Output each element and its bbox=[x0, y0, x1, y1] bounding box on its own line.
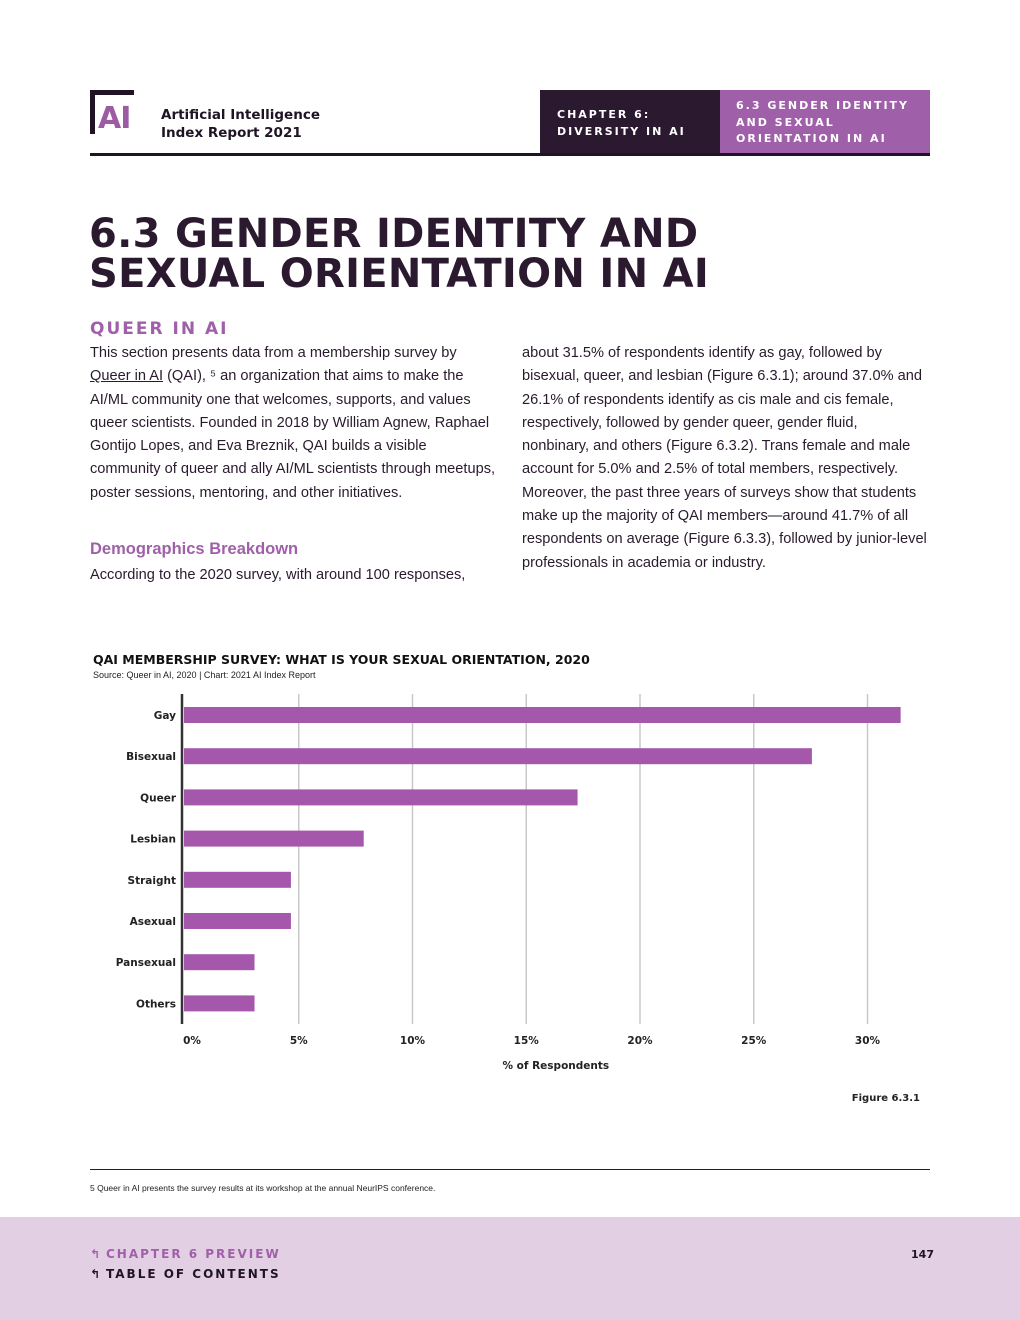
report-title: Artificial Intelligence Index Report 202… bbox=[161, 106, 361, 142]
chapter-tab-line1: CHAPTER 6: bbox=[557, 108, 651, 121]
queer-in-ai-heading: QUEER IN AI bbox=[90, 319, 229, 339]
intro-paragraph: This section presents data from a member… bbox=[90, 342, 500, 505]
category-label: Lesbian bbox=[130, 834, 176, 846]
page-title: 6.3 GENDER IDENTITY AND SEXUAL ORIENTATI… bbox=[89, 214, 889, 294]
demographics-heading: Demographics Breakdown bbox=[90, 540, 299, 558]
chapter-preview-link[interactable]: ↰ CHAPTER 6 PREVIEW bbox=[90, 1247, 281, 1261]
x-tick-label: 0% bbox=[183, 1035, 201, 1047]
x-tick-label: 15% bbox=[514, 1035, 540, 1047]
footnote-divider bbox=[90, 1169, 930, 1170]
queer-in-ai-link[interactable]: Queer in AI bbox=[90, 368, 164, 385]
footnote: 5 Queer in AI presents the survey result… bbox=[90, 1183, 436, 1193]
category-label: Bisexual bbox=[126, 751, 176, 763]
x-tick-label: 30% bbox=[855, 1035, 881, 1047]
report-title-line1: Artificial Intelligence bbox=[161, 107, 320, 123]
chapter-tab-line2: DIVERSITY IN AI bbox=[557, 125, 686, 138]
page-number: 147 bbox=[911, 1248, 934, 1261]
page-title-line1: 6.3 GENDER IDENTITY AND bbox=[89, 211, 699, 257]
x-tick-label: 10% bbox=[400, 1035, 426, 1047]
bar bbox=[184, 995, 255, 1012]
table-of-contents-link[interactable]: ↰ TABLE OF CONTENTS bbox=[90, 1267, 281, 1281]
return-arrow-icon: ↰ bbox=[90, 1247, 103, 1261]
category-label: Others bbox=[136, 998, 176, 1010]
table-of-contents-label: TABLE OF CONTENTS bbox=[106, 1267, 281, 1281]
logo-bracket-icon bbox=[90, 90, 134, 134]
section-tab-line2: AND SEXUAL bbox=[736, 115, 835, 129]
category-label: Pansexual bbox=[116, 957, 176, 969]
logo-text: AI bbox=[98, 101, 131, 136]
page-title-line2: SEXUAL ORIENTATION IN AI bbox=[89, 251, 710, 297]
figure-label: Figure 6.3.1 bbox=[851, 1093, 920, 1104]
chart-title: QAI MEMBERSHIP SURVEY: WHAT IS YOUR SEXU… bbox=[93, 652, 590, 667]
x-axis-title: % of Respondents bbox=[502, 1060, 609, 1072]
report-title-line2: Index Report 2021 bbox=[161, 125, 302, 141]
intro-text-start: This section presents data from a member… bbox=[90, 345, 457, 361]
bar bbox=[184, 954, 255, 971]
ai-index-logo: AI bbox=[90, 90, 146, 138]
chapter-tab[interactable]: CHAPTER 6: DIVERSITY IN AI bbox=[540, 90, 720, 153]
bar bbox=[184, 913, 291, 929]
bar bbox=[184, 789, 578, 806]
x-tick-label: 20% bbox=[627, 1035, 653, 1047]
page-footer bbox=[0, 1217, 1020, 1320]
category-label: Straight bbox=[128, 875, 176, 887]
intro-text-end: (QAI), ⁵ an organization that aims to ma… bbox=[90, 368, 496, 501]
category-label: Asexual bbox=[130, 916, 176, 928]
x-tick-label: 25% bbox=[741, 1035, 767, 1047]
bar bbox=[184, 707, 901, 723]
x-tick-label: 5% bbox=[290, 1035, 308, 1047]
chart-source: Source: Queer in AI, 2020 | Chart: 2021 … bbox=[93, 670, 316, 680]
bar bbox=[184, 748, 812, 765]
section-tab[interactable]: 6.3 GENDER IDENTITY AND SEXUAL ORIENTATI… bbox=[720, 90, 930, 153]
demographics-paragraph-start: According to the 2020 survey, with aroun… bbox=[90, 567, 466, 583]
sexual-orientation-bar-chart: 0% 5% 10% 15% 20% 25% 30% % of Respondents Gay Bi… bbox=[116, 694, 901, 1072]
section-tab-line3: ORIENTATION IN AI bbox=[736, 132, 887, 145]
category-label: Gay bbox=[154, 710, 176, 722]
bar bbox=[184, 871, 291, 888]
bar bbox=[184, 830, 364, 847]
category-label: Queer bbox=[140, 792, 177, 804]
section-tab-line1: 6.3 GENDER IDENTITY bbox=[736, 99, 910, 112]
chapter-preview-label: CHAPTER 6 PREVIEW bbox=[106, 1247, 281, 1261]
demographics-paragraph-continued: about 31.5% of respondents identify as g… bbox=[522, 345, 927, 571]
return-arrow-icon: ↰ bbox=[90, 1267, 103, 1281]
header-divider bbox=[90, 153, 930, 156]
